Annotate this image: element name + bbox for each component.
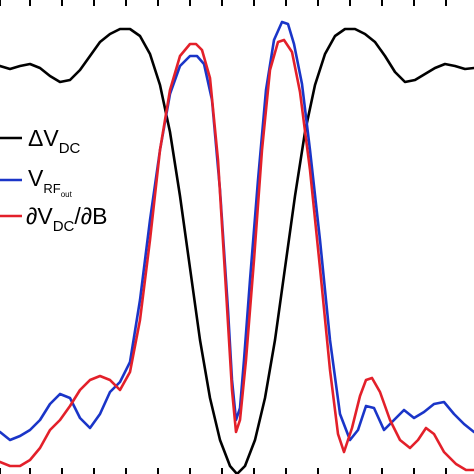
legend-label-vrf: VRFout [28,165,73,199]
series-group [0,20,474,474]
axis-ticks [0,0,447,474]
legend-label-deriv: ∂VDC/∂B [26,203,108,235]
legend-label-dvdc: ΔVDC [28,125,81,157]
series-line-dvdc [0,27,474,474]
series-line-deriv [0,38,474,472]
legend: ΔVDC VRFout ∂VDC/∂B [0,125,108,235]
